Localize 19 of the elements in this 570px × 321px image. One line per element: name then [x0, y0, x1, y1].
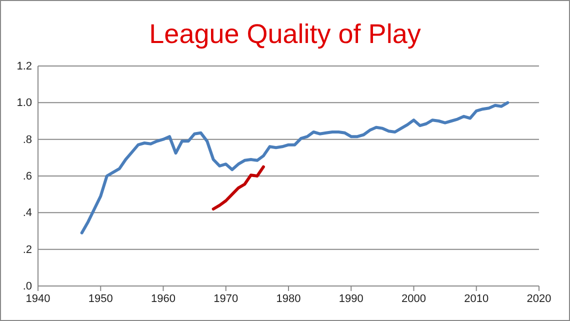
y-tick-label: .2 — [22, 244, 32, 256]
y-tick-label: .8 — [22, 134, 32, 146]
y-tick-label: .0 — [22, 280, 32, 293]
y-tick-label: 1.0 — [16, 97, 32, 110]
x-tick-label: 1970 — [214, 292, 238, 305]
line-series — [80, 101, 510, 234]
x-tick-label: 1950 — [88, 292, 113, 305]
chart-title: League Quality of Play — [149, 19, 422, 49]
x-tick-label: 1990 — [338, 292, 364, 305]
y-tick-label: 1.2 — [16, 60, 32, 73]
x-tick-label: 1960 — [151, 292, 176, 305]
x-tick-label: 2010 — [464, 292, 489, 305]
x-tick-label: 1940 — [26, 292, 50, 305]
y-tick-label: .6 — [22, 170, 32, 183]
x-tick-label: 1980 — [276, 292, 301, 305]
x-tick-label: 2020 — [526, 292, 552, 305]
line-series — [212, 165, 265, 210]
x-tick-label: 2000 — [402, 292, 426, 305]
y-tick-label: .4 — [22, 207, 32, 220]
